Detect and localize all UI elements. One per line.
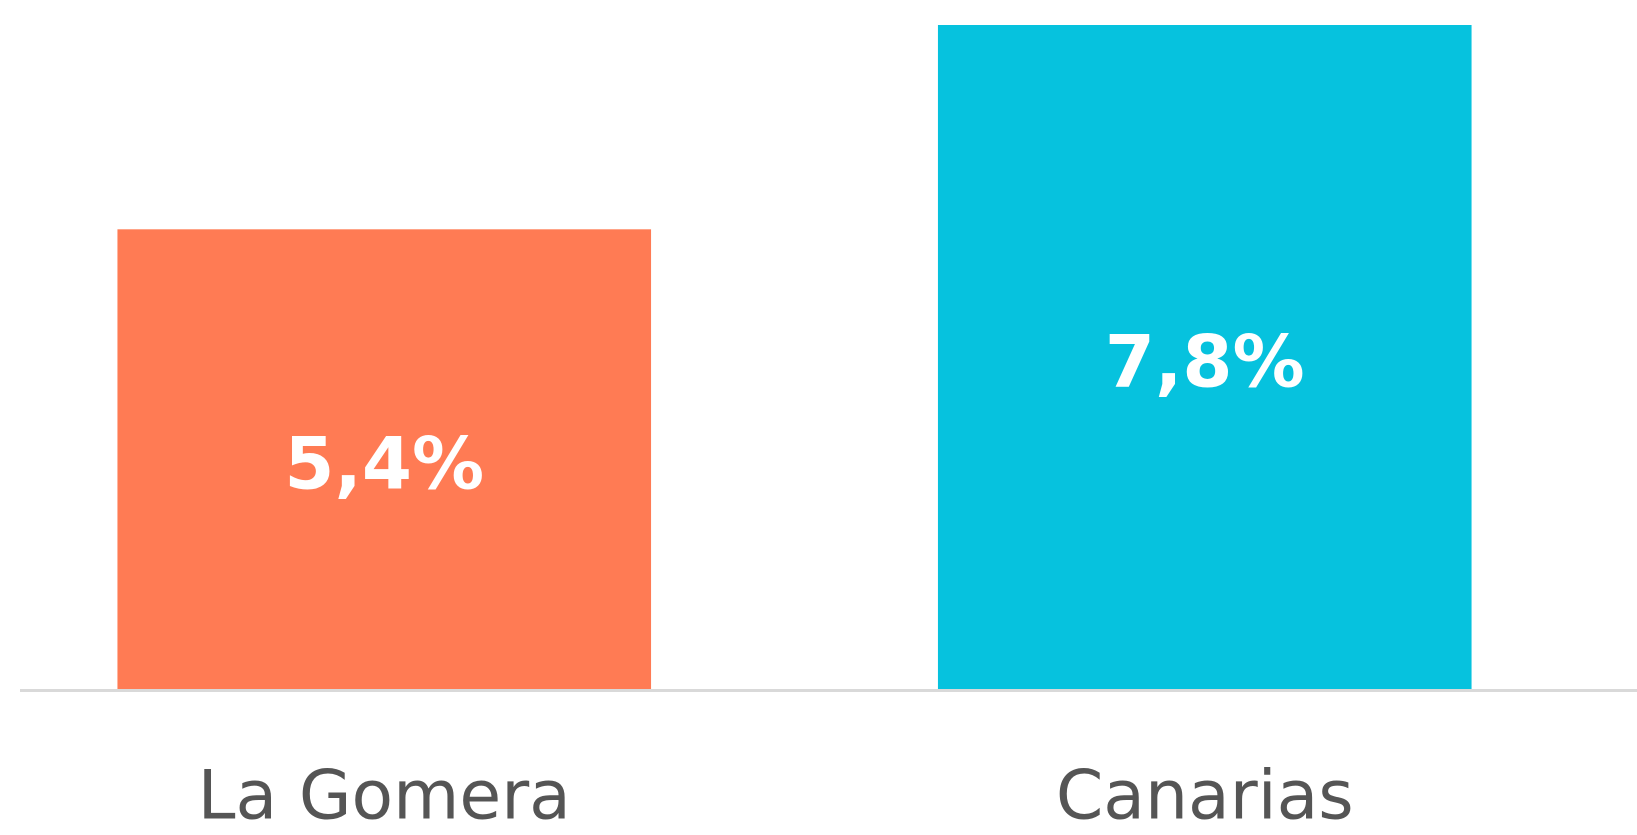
bar bbox=[117, 229, 652, 690]
value-label: 7,8% bbox=[1105, 320, 1305, 404]
value-label: 5,4% bbox=[284, 422, 484, 506]
x-tick-label: La Gomera bbox=[198, 757, 571, 835]
bar bbox=[937, 25, 1472, 689]
x-tick-label: Canarias bbox=[1056, 757, 1354, 835]
